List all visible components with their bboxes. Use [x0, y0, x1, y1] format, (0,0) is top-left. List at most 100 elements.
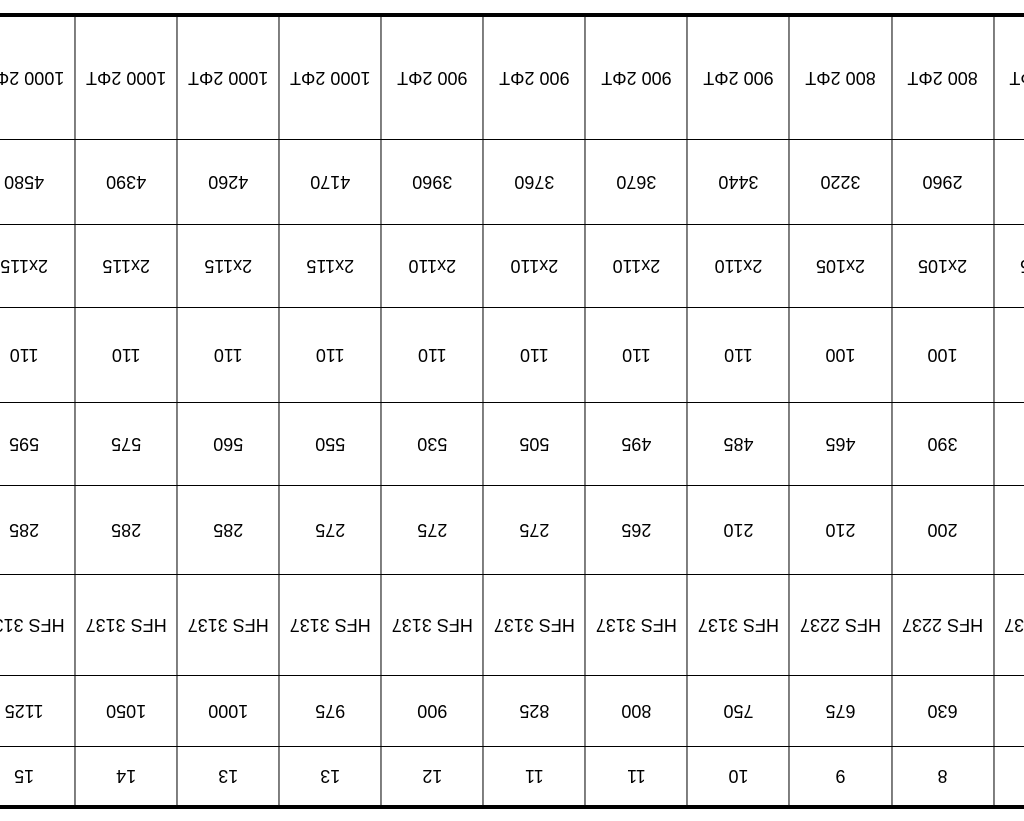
cell-cabin_weight: 485 — [688, 402, 790, 485]
cell-sling_type: HFS 2237 — [790, 574, 892, 675]
cell-door_weight: 2x115 — [177, 224, 279, 307]
cell-piston_load: 3760 — [484, 139, 586, 224]
cell-piston_load: 4580 — [0, 139, 75, 224]
cell-pulley_rope_weight: 110 — [382, 307, 484, 402]
cell-door_type: 1000 2ΦT — [75, 16, 177, 139]
cell-cabin_weight: 550 — [280, 402, 382, 485]
cell-capacity: 675 — [790, 675, 892, 746]
cell-door_type: 800 2ΦT — [892, 16, 994, 139]
cell-pulley_rope_weight: 110 — [0, 307, 75, 402]
cell-door_weight: 2x115 — [0, 224, 75, 307]
cell-cabin_weight: 530 — [382, 402, 484, 485]
cell-pulley_rope_weight: 110 — [688, 307, 790, 402]
cell-sling_type: HFS 3137 — [586, 574, 688, 675]
cell-cabin_weight: 595 — [0, 402, 75, 485]
cell-sling_type: HFS 3137 — [280, 574, 382, 675]
cell-car_sling_weight: 200 — [994, 485, 1024, 574]
cell-door_weight: 2x110 — [688, 224, 790, 307]
cell-door_weight: 2x110 — [382, 224, 484, 307]
cell-piston_load: 4260 — [177, 139, 279, 224]
cell-capacity: 630 — [892, 675, 994, 746]
cell-passengers: 11 — [484, 746, 586, 805]
cell-door_type: 800 2ΦT — [994, 16, 1024, 139]
cell-capacity: 800 — [586, 675, 688, 746]
cell-car_sling_weight: 265 — [586, 485, 688, 574]
cell-piston_load: 2900 — [994, 139, 1024, 224]
cell-door_weight: 2x105 — [892, 224, 994, 307]
cell-passengers: 10 — [688, 746, 790, 805]
cell-door_type: 900 2ΦT — [382, 16, 484, 139]
cell-car_sling_weight: 210 — [790, 485, 892, 574]
cell-door_weight: 2x110 — [484, 224, 586, 307]
cell-car_sling_weight: 275 — [484, 485, 586, 574]
cell-pulley_rope_weight: 110 — [586, 307, 688, 402]
cell-car_sling_weight: 285 — [75, 485, 177, 574]
cell-passengers: 9 — [790, 746, 892, 805]
cell-door_type: 1000 2ΦT — [280, 16, 382, 139]
cell-passengers: 13 — [177, 746, 279, 805]
cell-door_type: 900 2ΦT — [586, 16, 688, 139]
cell-pulley_rope_weight: 110 — [280, 307, 382, 402]
cell-door_type: 1000 2ΦT — [177, 16, 279, 139]
cell-sling_type: HFS 2237 — [892, 574, 994, 675]
cell-passengers: 12 — [382, 746, 484, 805]
cell-sling_type: HFS 3137 — [177, 574, 279, 675]
cell-pulley_rope_weight: 100 — [790, 307, 892, 402]
cell-piston_load: 4390 — [75, 139, 177, 224]
cell-pulley_rope_weight: 110 — [484, 307, 586, 402]
cell-capacity: 975 — [280, 675, 382, 746]
cell-car_sling_weight: 275 — [280, 485, 382, 574]
cell-capacity: 825 — [484, 675, 586, 746]
cell-car_sling_weight: 200 — [892, 485, 994, 574]
cell-capacity: 600 — [994, 675, 1024, 746]
cell-door_weight: 2x105 — [790, 224, 892, 307]
cell-passengers: 13 — [280, 746, 382, 805]
cell-door_weight: 2x115 — [280, 224, 382, 307]
spec-table: No of Passengers455678891011111213131415… — [0, 16, 1024, 806]
cell-sling_type: HFS 3137 — [0, 574, 75, 675]
cell-pulley_rope_weight: 100 — [892, 307, 994, 402]
cell-door_type: 900 2ΦT — [484, 16, 586, 139]
cell-car_sling_weight: 285 — [0, 485, 75, 574]
cell-capacity: 750 — [688, 675, 790, 746]
cell-cabin_weight: 465 — [790, 402, 892, 485]
cell-passengers: 15 — [0, 746, 75, 805]
cell-cabin_weight: 495 — [586, 402, 688, 485]
cell-piston_load: 4170 — [280, 139, 382, 224]
cell-capacity: 1050 — [75, 675, 177, 746]
cell-piston_load: 3220 — [790, 139, 892, 224]
cell-cabin_weight: 390 — [892, 402, 994, 485]
cell-passengers: 8 — [994, 746, 1024, 805]
cell-car_sling_weight: 275 — [382, 485, 484, 574]
cell-door_weight: 2x115 — [75, 224, 177, 307]
cell-door_type: 800 2ΦT — [790, 16, 892, 139]
cell-passengers: 11 — [586, 746, 688, 805]
cell-sling_type: HFS 3137 — [382, 574, 484, 675]
cell-cabin_weight: 390 — [994, 402, 1024, 485]
cell-passengers: 14 — [75, 746, 177, 805]
cell-door_weight: 2x105 — [994, 224, 1024, 307]
cell-door_weight: 2x110 — [586, 224, 688, 307]
cell-sling_type: HFS 2237 — [994, 574, 1024, 675]
cell-sling_type: HFS 3137 — [484, 574, 586, 675]
cell-sling_type: HFS 3137 — [688, 574, 790, 675]
cell-car_sling_weight: 210 — [688, 485, 790, 574]
cell-cabin_weight: 505 — [484, 402, 586, 485]
cell-passengers: 8 — [892, 746, 994, 805]
cell-car_sling_weight: 285 — [177, 485, 279, 574]
cell-capacity: 900 — [382, 675, 484, 746]
cell-door_type: 1000 2ΦT — [0, 16, 75, 139]
cell-door_type: 900 2ΦT — [688, 16, 790, 139]
cell-piston_load: 3960 — [382, 139, 484, 224]
cell-piston_load: 3440 — [688, 139, 790, 224]
cell-cabin_weight: 560 — [177, 402, 279, 485]
cell-capacity: 1125 — [0, 675, 75, 746]
cell-pulley_rope_weight: 100 — [994, 307, 1024, 402]
cell-pulley_rope_weight: 110 — [75, 307, 177, 402]
cell-sling_type: HFS 3137 — [75, 574, 177, 675]
cell-piston_load: 2960 — [892, 139, 994, 224]
cell-cabin_weight: 575 — [75, 402, 177, 485]
cell-capacity: 1000 — [177, 675, 279, 746]
cell-piston_load: 3670 — [586, 139, 688, 224]
cell-pulley_rope_weight: 110 — [177, 307, 279, 402]
